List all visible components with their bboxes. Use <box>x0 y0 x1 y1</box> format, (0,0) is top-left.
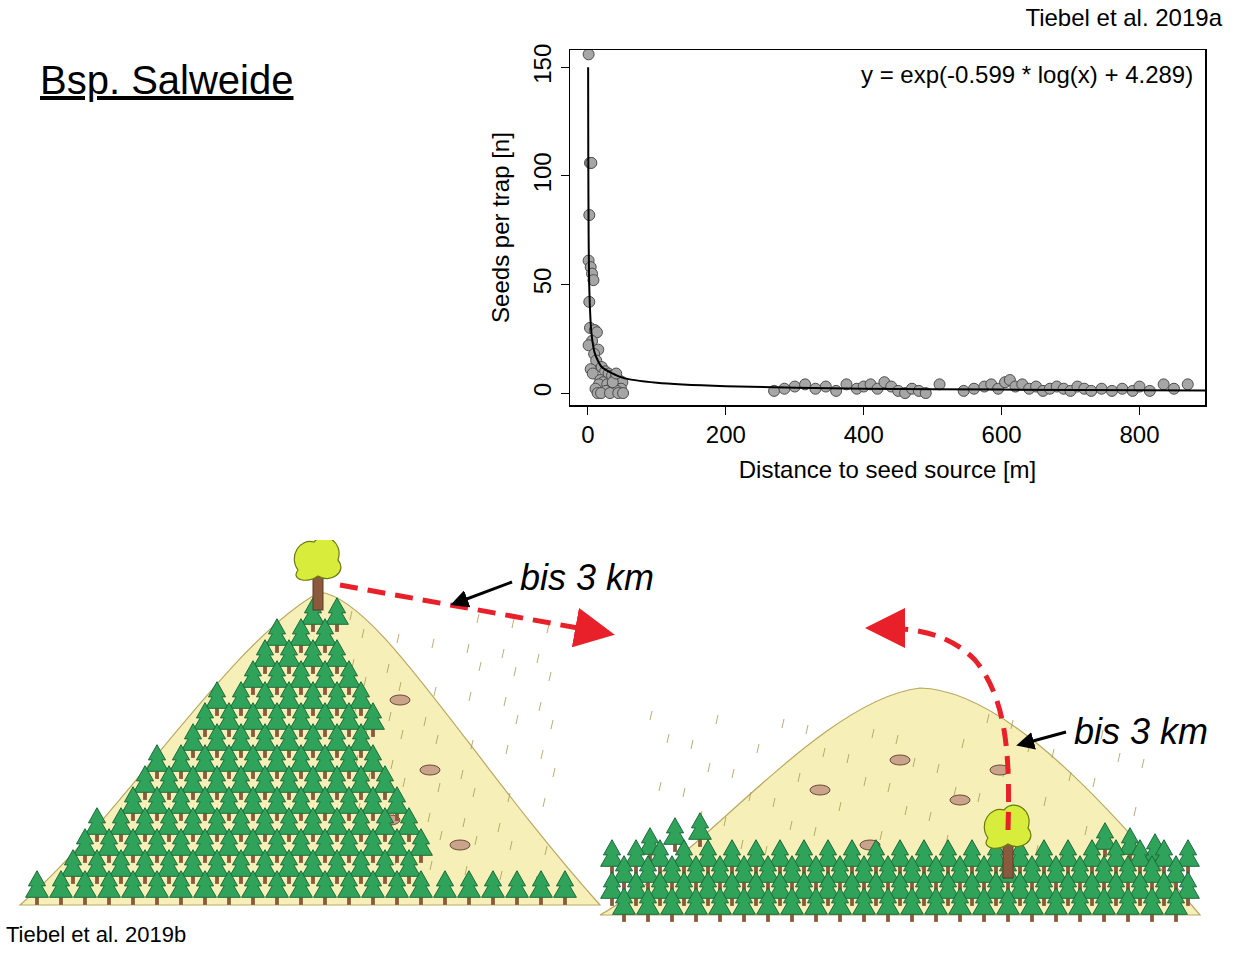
svg-text:Distance to seed source [m]: Distance to seed source [m] <box>739 456 1036 483</box>
svg-text:600: 600 <box>982 421 1022 448</box>
svg-text:0: 0 <box>529 383 556 396</box>
svg-text:150: 150 <box>529 44 556 84</box>
html-text:Bsp. Salweide: Bsp. Salweide <box>40 58 294 102</box>
html-text:Tiebel et al. 2019b: Tiebel et al. 2019b <box>6 922 187 947</box>
svg-text:y = exp(-0.599 * log(x) + 4.28: y = exp(-0.599 * log(x) + 4.289) <box>861 61 1193 88</box>
svg-text:bis 3 km: bis 3 km <box>520 557 654 598</box>
html-text:Tiebel et al. 2019a: Tiebel et al. 2019a <box>1025 4 1222 31</box>
svg-text:bis 3 km: bis 3 km <box>1074 711 1208 752</box>
svg-text:0: 0 <box>581 421 594 448</box>
svg-text:400: 400 <box>844 421 884 448</box>
svg-text:800: 800 <box>1119 421 1159 448</box>
svg-text:100: 100 <box>529 152 556 192</box>
svg-text:200: 200 <box>706 421 746 448</box>
svg-text:Seeds per trap [n]: Seeds per trap [n] <box>487 132 514 323</box>
svg-text:50: 50 <box>529 268 556 295</box>
